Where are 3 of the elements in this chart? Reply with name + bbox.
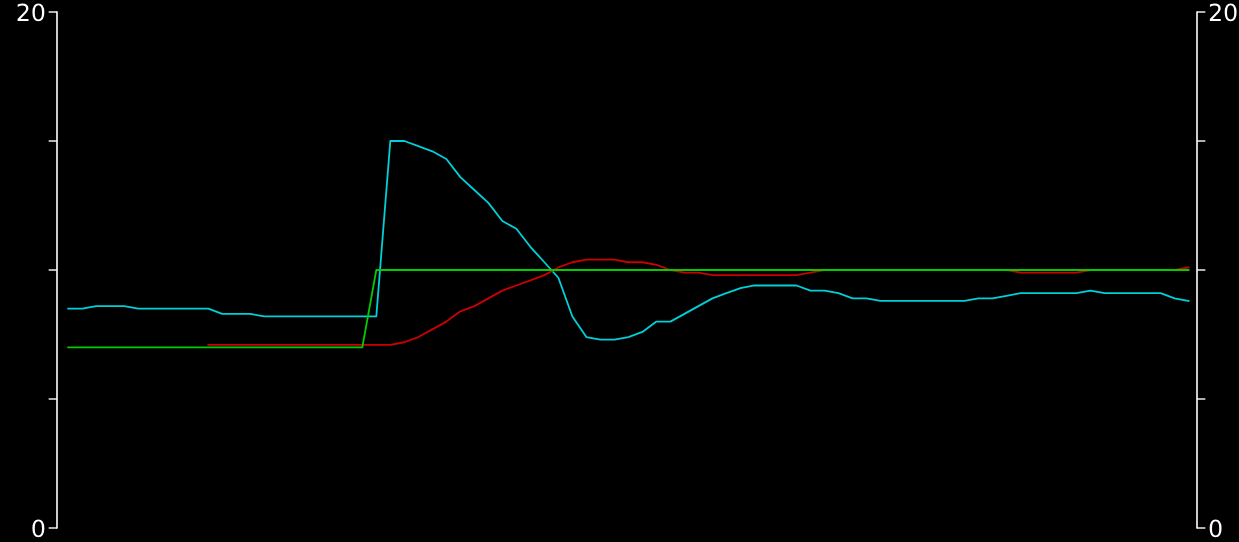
- y2-tick-label: 20: [1209, 3, 1237, 22]
- y2-tick-label: 0: [1209, 519, 1222, 538]
- line-series: [67, 140, 1190, 341]
